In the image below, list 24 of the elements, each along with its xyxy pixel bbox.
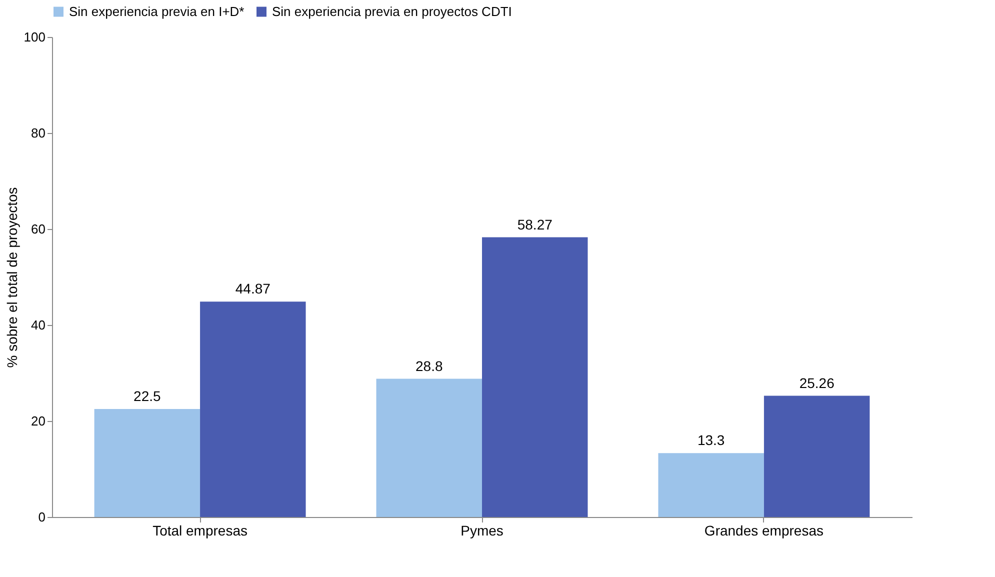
y-tick-label: 80 [31,126,46,140]
bar [482,237,588,517]
data-label: 13.3 [697,432,725,448]
bar [764,396,870,517]
y-tick-label: 0 [38,510,46,524]
x-tick-label: Grandes empresas [704,522,824,538]
bar [376,378,482,517]
legend-label: Sin experiencia previa en I+D* [69,4,244,19]
data-label: 28.8 [416,358,443,374]
bar [94,409,200,517]
data-label: 58.27 [517,216,553,232]
data-label: 25.26 [799,374,835,391]
y-tick-label: 20 [31,414,46,428]
bar [658,453,764,517]
y-axis-title: % sobre el total de proyectos [4,187,20,368]
x-tick-label: Total empresas [152,522,248,538]
y-tick-label: 60 [31,222,46,236]
y-tick-label: 40 [31,318,46,332]
legend-label: Sin experiencia previa en proyectos CDTI [272,4,512,19]
data-label: 22.5 [134,388,161,404]
bar [200,302,306,517]
data-label: 44.87 [235,280,271,297]
x-tick-label: Pymes [460,522,504,538]
y-tick-label: 100 [24,30,46,44]
